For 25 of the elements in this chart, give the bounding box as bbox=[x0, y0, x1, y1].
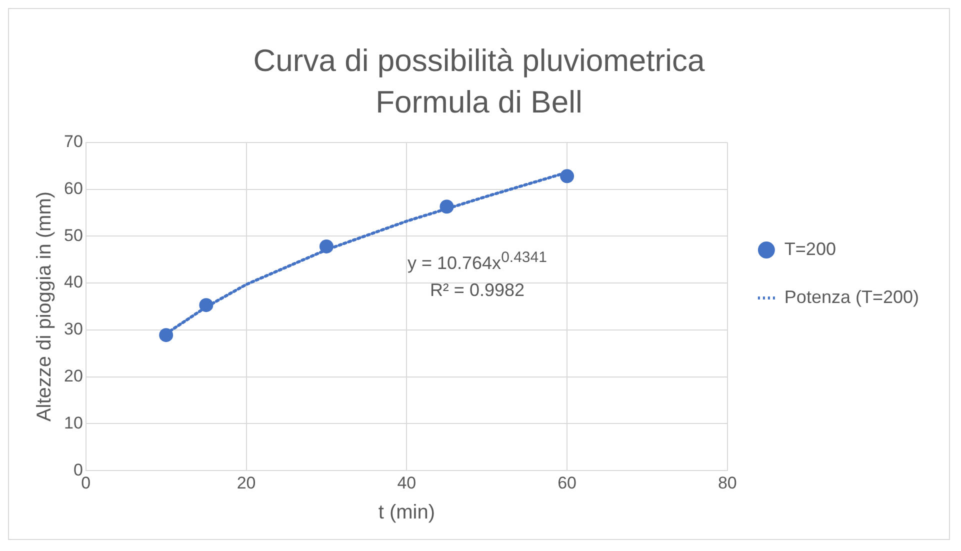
x-tick-label: 20 bbox=[236, 473, 256, 492]
y-tick-label: 50 bbox=[64, 226, 83, 245]
x-tick-label: 60 bbox=[558, 473, 577, 492]
x-tick-label: 80 bbox=[718, 473, 737, 492]
y-tick-label: 70 bbox=[64, 132, 83, 152]
y-tick-label: 30 bbox=[64, 320, 83, 339]
point bbox=[159, 328, 174, 342]
y-tick-label: 60 bbox=[64, 178, 83, 198]
point bbox=[440, 200, 454, 214]
point bbox=[319, 239, 334, 254]
annotation: y = 10.764x$^{0.4341}$ bbox=[406, 248, 548, 276]
chart-title: Curva di possibilità pluviometrica bbox=[253, 43, 706, 78]
y-tick-label: 0 bbox=[73, 460, 83, 480]
annotation: R² = 0.9982 bbox=[428, 279, 526, 302]
legend-label: T=200 bbox=[784, 238, 836, 259]
y-tick-label: 20 bbox=[64, 366, 83, 386]
x-tick-label: 40 bbox=[397, 473, 416, 492]
y-tick-label: 40 bbox=[64, 272, 83, 292]
chart-subtitle: Formula di Bell bbox=[376, 84, 582, 120]
x-axis-title: t (min) bbox=[378, 502, 435, 524]
point bbox=[560, 169, 574, 184]
legend-label: Potenza (T=200) bbox=[784, 286, 919, 307]
point bbox=[199, 298, 214, 312]
y-axis-title: Altezze di pioggia in (mm) bbox=[34, 191, 56, 422]
y-tick-label: 10 bbox=[64, 413, 83, 432]
